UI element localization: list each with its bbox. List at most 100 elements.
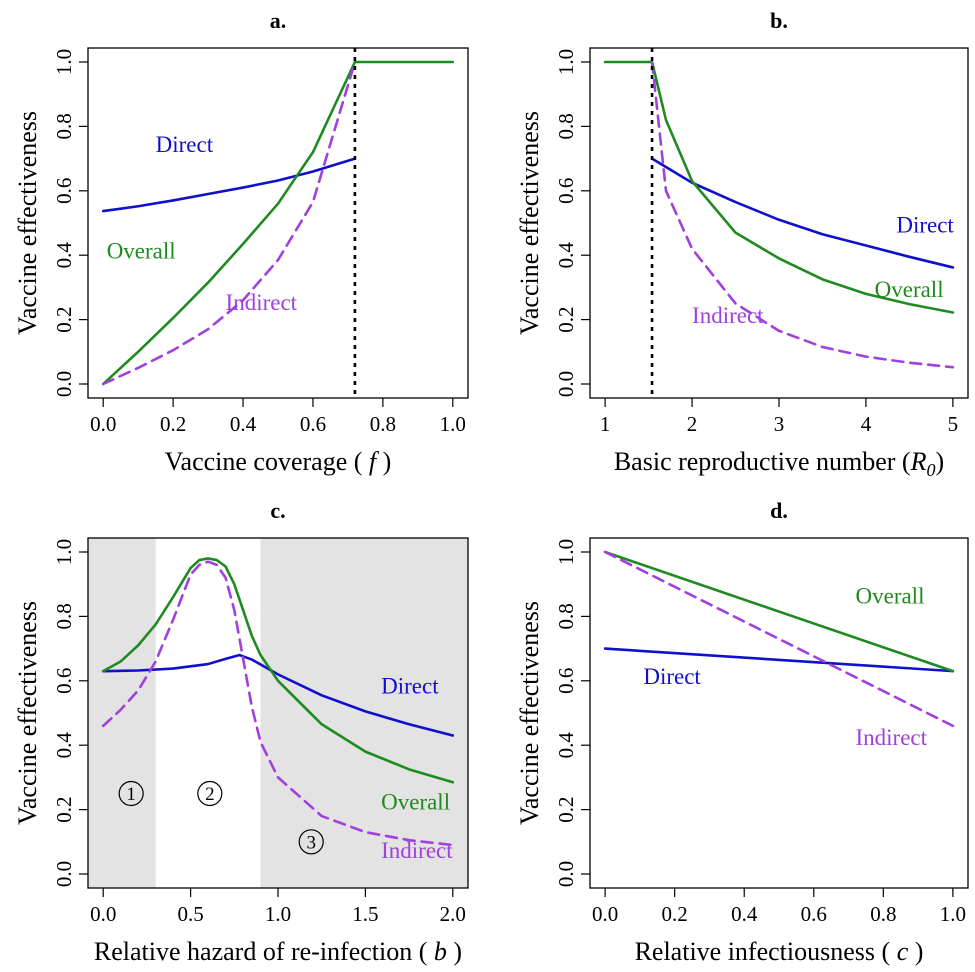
y-tick-label: 0.2 <box>554 796 578 822</box>
x-tick-label: 1.0 <box>940 902 966 926</box>
y-axis-title: Vaccine effectiveness <box>515 111 544 335</box>
series-overall-line <box>101 60 455 386</box>
x-axis-title: Relative infectiousness ( c ) <box>635 937 924 966</box>
label-indirect: Indirect <box>226 290 298 315</box>
series-group <box>603 60 955 369</box>
region-2-label: 2 <box>205 784 215 805</box>
x-tick-label: 0.8 <box>870 902 896 926</box>
y-tick-label: 0.0 <box>554 861 578 887</box>
chart-panel-3: c. 0.0 0.5 1.0 1.5 2.0 0.0 0.2 0.4 0.6 0.8 1.0 Vacci… <box>13 498 469 966</box>
y-tick-label: 0.8 <box>554 113 578 139</box>
panel-title: b. <box>770 8 788 33</box>
label-overall: Overall <box>107 238 176 263</box>
chart-panel-4: d. 0.0 0.2 0.4 0.6 0.8 1.0 0.0 0.2 0.4 0.6 0.8 1.0 Va… <box>515 498 969 966</box>
y-tick-label: 1.0 <box>52 49 76 75</box>
series-group <box>101 60 455 386</box>
x-tick-label: 0.0 <box>90 412 116 436</box>
x-tick-label: 0.2 <box>160 412 186 436</box>
x-axis-title: Basic reproductive number (R0) <box>614 447 944 480</box>
series-overall-line <box>101 557 455 784</box>
x-tick-label: 3 <box>774 412 785 436</box>
y-axis-title: Vaccine effectiveness <box>13 111 42 335</box>
series-indirect-line <box>603 550 955 728</box>
series-group <box>603 550 955 728</box>
region-3-marker <box>298 829 324 855</box>
y-tick-label: 0.8 <box>52 603 76 629</box>
series-direct-line <box>603 647 955 673</box>
y-tick-label: 0.6 <box>52 178 76 204</box>
y-tick-label: 0.6 <box>554 178 578 204</box>
chart-panel-1: a. 0.0 0.2 0.4 0.6 0.8 1.0 0.0 0.2 0.4 0.6 0.8 1.0 Va… <box>13 8 469 476</box>
series-overall-line <box>603 550 955 673</box>
x-tick-label: 0.8 <box>370 412 396 436</box>
x-tick-label: 0.5 <box>177 902 203 926</box>
y-axis-title: Vaccine effectiveness <box>515 601 544 825</box>
x-tick-label: 1.0 <box>440 412 466 436</box>
chart-panel-2: b. 1 2 3 4 5 0.0 0.2 0.4 0.6 0.8 1.0 Vaccine effecti… <box>515 8 969 480</box>
x-tick-label: 0.2 <box>662 902 688 926</box>
label-direct: Direct <box>381 674 439 699</box>
label-direct: Direct <box>156 132 214 157</box>
x-tick-label: 0.6 <box>300 412 326 436</box>
shaded-region-1 <box>88 538 156 888</box>
x-tick-label: 4 <box>861 412 872 436</box>
series-direct-line <box>650 157 955 269</box>
y-tick-label: 1.0 <box>554 539 578 565</box>
series-direct-line <box>101 653 455 737</box>
y-tick-label: 0.0 <box>52 371 76 397</box>
series-direct-line <box>101 157 357 213</box>
y-tick-label: 0.8 <box>554 603 578 629</box>
label-overall: Overall <box>856 584 925 609</box>
x-tick-label: 1.0 <box>265 902 291 926</box>
y-tick-label: 0.4 <box>554 242 578 269</box>
region-1-marker <box>118 780 144 807</box>
panel-title: c. <box>270 498 285 523</box>
label-direct: Direct <box>896 213 954 238</box>
label-overall: Overall <box>381 790 450 815</box>
y-tick-label: 0.0 <box>554 371 578 397</box>
x-tick-label: 0.6 <box>801 902 827 926</box>
label-overall: Overall <box>875 277 944 302</box>
y-tick-label: 0.6 <box>554 668 578 694</box>
x-tick-label: 1.5 <box>352 902 378 926</box>
y-tick-label: 0.8 <box>52 113 76 139</box>
x-tick-label: 0.4 <box>731 902 758 926</box>
y-tick-label: 0.0 <box>52 861 76 887</box>
series-indirect-line <box>101 560 455 847</box>
region-1-label: 1 <box>126 784 136 805</box>
series-group <box>101 557 455 847</box>
region-3-label: 3 <box>306 832 316 853</box>
y-tick-label: 0.2 <box>52 306 76 332</box>
x-axis-title: Vaccine coverage ( f ) <box>165 447 392 476</box>
y-tick-label: 0.4 <box>52 732 76 759</box>
y-tick-label: 0.2 <box>52 796 76 822</box>
x-axis-title: Relative hazard of re-infection ( b ) <box>94 937 462 966</box>
panel-title: a. <box>270 8 287 33</box>
plot-frame <box>87 47 469 399</box>
y-tick-label: 0.4 <box>52 242 76 269</box>
plot-frame <box>589 537 969 889</box>
y-tick-label: 0.6 <box>52 668 76 694</box>
series-indirect-line <box>650 60 955 369</box>
x-tick-label: 0.0 <box>90 902 116 926</box>
label-direct: Direct <box>643 664 701 689</box>
y-tick-label: 0.4 <box>554 732 578 759</box>
shaded-region-2 <box>260 538 468 888</box>
y-tick-label: 1.0 <box>554 49 578 75</box>
region-2-marker <box>197 780 223 807</box>
label-indirect: Indirect <box>692 303 764 328</box>
x-tick-label: 2.0 <box>440 902 466 926</box>
x-tick-label: 0.0 <box>592 902 618 926</box>
label-indirect: Indirect <box>381 838 453 863</box>
x-tick-label: 0.4 <box>230 412 257 436</box>
x-tick-label: 2 <box>687 412 698 436</box>
series-indirect-line <box>101 60 357 386</box>
y-tick-label: 1.0 <box>52 539 76 565</box>
panel-title: d. <box>770 498 788 523</box>
y-tick-label: 0.2 <box>554 306 578 332</box>
x-tick-label: 1 <box>600 412 611 436</box>
y-axis-title: Vaccine effectiveness <box>13 601 42 825</box>
x-tick-label: 5 <box>948 412 959 436</box>
label-indirect: Indirect <box>856 725 928 750</box>
